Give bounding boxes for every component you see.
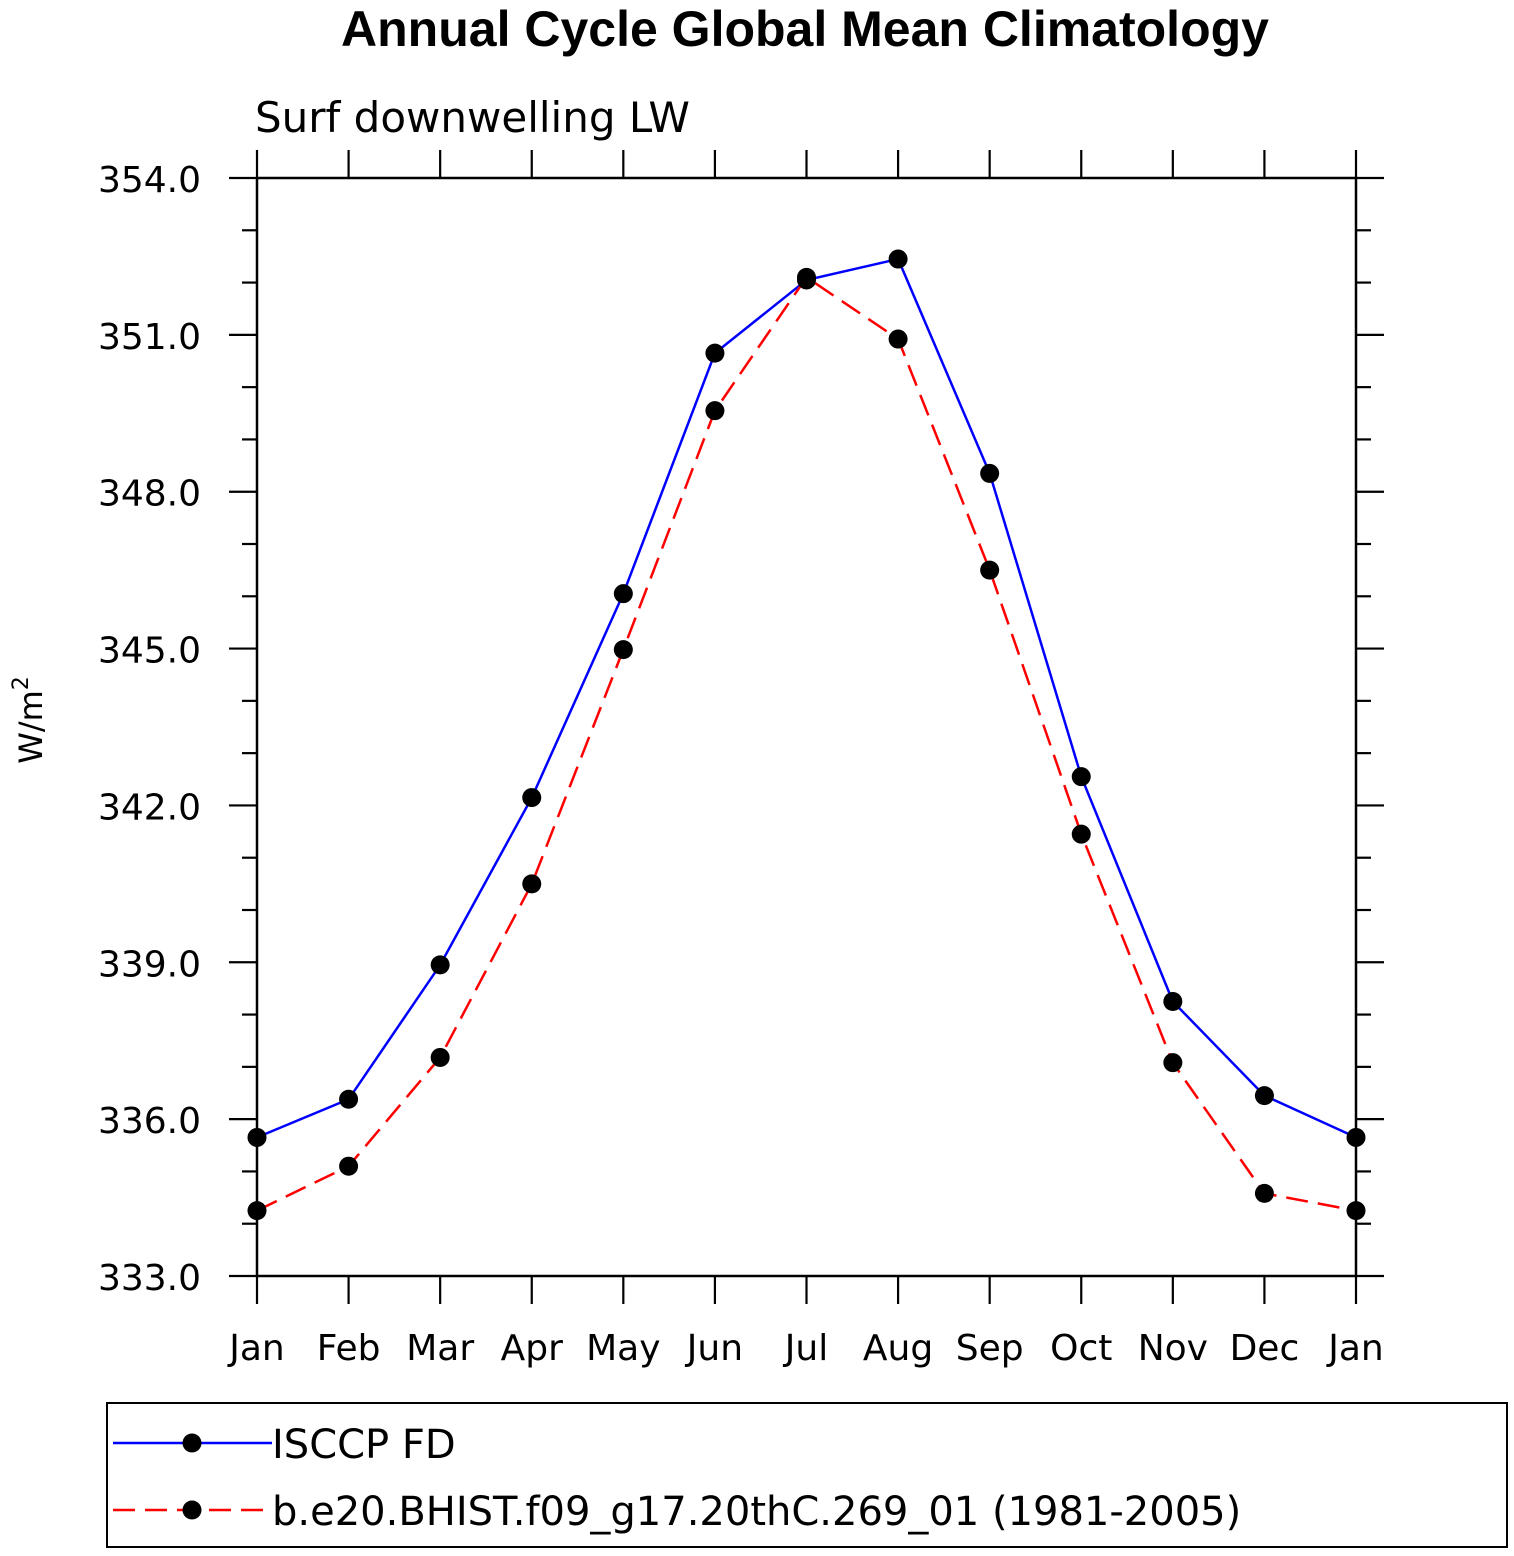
y-tick-label: 336.0: [98, 1101, 201, 1142]
series-1-point: [1254, 1183, 1274, 1203]
x-tick-label: Dec: [1230, 1328, 1300, 1369]
x-tick-label: Apr: [501, 1328, 563, 1369]
series-1-point: [1163, 1053, 1183, 1073]
y-tick-label: 348.0: [98, 474, 201, 515]
chart-title: Annual Cycle Global Mean Climatology: [341, 1, 1269, 57]
x-tick-label: May: [586, 1328, 660, 1369]
x-tick-label: Jun: [685, 1328, 743, 1369]
y-axis-label: W/m2: [9, 676, 50, 764]
series-0-point: [888, 249, 908, 269]
x-tick-label: Feb: [317, 1328, 381, 1369]
y-tick-label: 354.0: [98, 160, 201, 201]
series-0-point: [339, 1089, 359, 1109]
x-tick-label: Jul: [783, 1328, 828, 1369]
series-0-point: [613, 584, 633, 604]
series-0-point: [705, 343, 725, 363]
series-0-point: [522, 788, 542, 808]
series-1-point: [1071, 824, 1091, 844]
ticks-layer: [229, 150, 1384, 1304]
series-0-point: [1071, 767, 1091, 787]
series-1-point: [888, 329, 908, 349]
y-tick-label: 351.0: [98, 317, 201, 358]
legend-item-isccp: ISCCP FD: [113, 1422, 456, 1468]
series-line-1: [256, 275, 1357, 1212]
series-1-point: [522, 874, 542, 894]
y-tick-label: 339.0: [98, 944, 201, 985]
legend-box: [106, 1402, 1508, 1548]
series-line-0: [256, 257, 1357, 1139]
series-1-point: [980, 560, 1000, 580]
legend-label-model: b.e20.BHIST.f09_g17.20thC.269_01 (1981-2…: [272, 1489, 1241, 1535]
y-tick-labels: 333.0 336.0 339.0 342.0 345.0 348.0 351.0 354.0: [98, 160, 201, 1299]
series-0-point: [430, 955, 450, 975]
series-1-point: [613, 640, 633, 660]
x-tick-label: Aug: [863, 1328, 933, 1369]
series-layer: [247, 249, 1366, 1221]
series-0-point: [247, 1127, 267, 1147]
series-0-point: [1346, 1127, 1366, 1147]
series-0-point: [1254, 1086, 1274, 1106]
y-axis-label-superscript: 2: [9, 676, 34, 690]
x-tick-labels: Jan Feb Mar Apr May Jun Jul Aug Sep Oct Nov Dec Jan: [227, 1328, 1384, 1369]
legend: ISCCP FD b.e20.BHIST.f09_g17.20thC.269_0…: [106, 1402, 1508, 1548]
series-0-point: [980, 463, 1000, 483]
x-tick-label: Jan: [227, 1328, 285, 1369]
legend-item-model: b.e20.BHIST.f09_g17.20thC.269_01 (1981-2…: [113, 1489, 1241, 1535]
x-tick-label: Sep: [956, 1328, 1024, 1369]
y-axis-label-text: W/m: [12, 690, 50, 764]
series-1-point: [797, 267, 816, 287]
series-1-point: [339, 1156, 359, 1176]
legend-label-isccp: ISCCP FD: [272, 1422, 456, 1468]
series-0-point: [1163, 992, 1183, 1011]
plot-frame: [255, 176, 1358, 1278]
series-1-point: [247, 1201, 267, 1221]
legend-swatch-model-marker: [182, 1500, 202, 1520]
y-tick-label: 345.0: [98, 631, 201, 672]
chart-subtitle: Surf downwelling LW: [255, 93, 690, 142]
series-1-point: [430, 1047, 450, 1067]
svg-text:W/m2: W/m2: [9, 676, 50, 764]
y-tick-label: 333.0: [98, 1258, 201, 1299]
series-1-point: [705, 401, 725, 421]
x-tick-label: Nov: [1138, 1328, 1208, 1369]
x-tick-label: Oct: [1050, 1328, 1112, 1369]
legend-swatch-isccp-marker: [182, 1433, 202, 1453]
series-1-point: [1346, 1201, 1366, 1221]
y-tick-label: 342.0: [98, 787, 201, 828]
x-tick-label: Mar: [406, 1328, 474, 1369]
x-tick-label: Jan: [1326, 1328, 1384, 1369]
